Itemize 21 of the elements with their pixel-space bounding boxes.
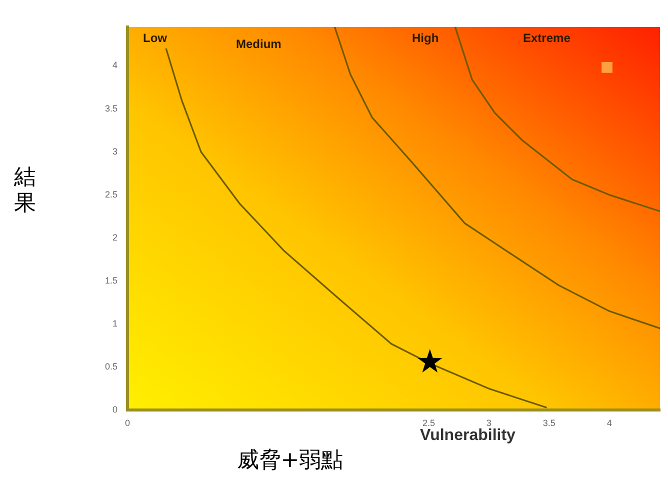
y-tick-label: 3 [112,146,118,156]
y-tick-label: 1.5 [104,276,118,286]
annotation: Extreme [523,31,570,45]
annotation: Medium [236,37,282,51]
text: Vulnerability [420,427,516,445]
x-tick-label: 4 [606,418,612,428]
y-tick-label: 0.5 [104,362,118,372]
y-tick-label: 0 [112,404,118,415]
y-tick-label: 1 [112,318,118,329]
x-tick-label: 0 [125,418,130,428]
y-tick-label: 2 [112,232,118,242]
x-axis-title: 威脅+弱點 [236,447,344,475]
x-tick-label: 2.5 [422,418,435,428]
annotation: High [412,31,439,45]
x-tick-label: 3.5 [542,418,556,428]
y-tick-label: 2.5 [104,189,118,200]
y-axis-title: 結果 [13,165,37,217]
x-tick-label: 3 [486,418,492,428]
annotation: Low [143,31,167,45]
y-tick-label: 3.5 [104,103,118,114]
y-tick-label: 4 [112,60,118,70]
